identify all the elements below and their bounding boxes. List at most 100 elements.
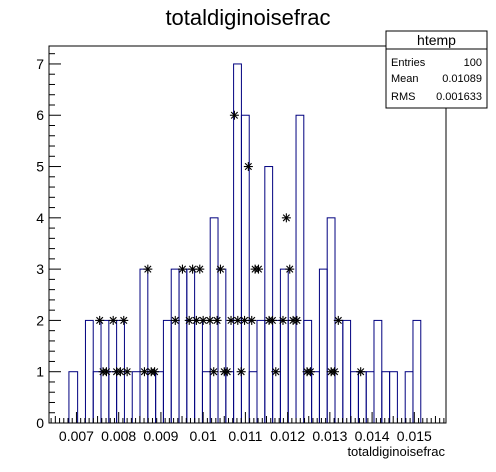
- star-marker: [177, 264, 187, 274]
- y-tick-label: 4: [36, 210, 44, 226]
- star-marker: [195, 264, 205, 274]
- histogram-bar: [92, 371, 102, 424]
- star-marker: [143, 264, 153, 274]
- y-tick-label: 6: [36, 107, 44, 123]
- star-marker: [150, 367, 160, 377]
- star-marker: [222, 367, 232, 377]
- plot-frame: [48, 45, 447, 424]
- y-tick-label: 7: [36, 56, 44, 72]
- x-axis: 0.007 0.008 0.009 0.01 0.011 0.012 0.013 0.014 0…: [50, 412, 445, 444]
- star-marker: [281, 213, 291, 223]
- star-marker: [356, 367, 366, 377]
- star-marker: [170, 315, 180, 325]
- histogram-bar: [381, 371, 391, 424]
- histogram-bar: [240, 114, 250, 424]
- stats-rms-value: 0.001633: [436, 91, 482, 103]
- histogram-bar: [147, 371, 157, 424]
- histogram-bar: [194, 319, 203, 424]
- x-tick-label: 0.007: [59, 428, 94, 444]
- histogram-bar: [178, 268, 188, 424]
- y-tick-label: 0: [36, 415, 44, 431]
- histogram-bar: [170, 268, 180, 424]
- x-tick-label: 0.008: [101, 428, 136, 444]
- histogram-bar: [139, 268, 149, 424]
- histogram-bar: [155, 371, 164, 424]
- star-marker: [292, 315, 302, 325]
- y-tick-label: 3: [36, 261, 44, 277]
- star-marker: [267, 315, 277, 325]
- histogram-bar: [84, 319, 94, 424]
- star-marker: [278, 315, 288, 325]
- x-axis-label: totaldiginoisefrac: [347, 444, 445, 459]
- star-marker: [205, 315, 215, 325]
- histogram-bar: [225, 371, 235, 424]
- histogram-bar: [248, 371, 258, 424]
- chart-title: totaldiginoisefrac: [165, 5, 330, 30]
- stats-entries-label: Entries: [391, 57, 426, 69]
- star-marker: [212, 315, 222, 325]
- star-marker: [115, 367, 125, 377]
- histogram-bar: [131, 371, 141, 424]
- x-tick-label: 0.015: [397, 428, 432, 444]
- x-tick-label: 0.01: [190, 428, 217, 444]
- x-tick-label: 0.011: [228, 428, 262, 444]
- y-tick-label: 2: [36, 312, 44, 328]
- star-marker: [271, 367, 281, 377]
- histogram-bar: [108, 371, 118, 424]
- star-marker: [226, 315, 236, 325]
- data-markers: [95, 110, 366, 377]
- star-marker: [188, 264, 198, 274]
- y-axis: 0 1 2 3 4 5 6 7: [36, 53, 61, 431]
- star-marker: [253, 264, 263, 274]
- star-marker: [119, 315, 129, 325]
- star-marker: [240, 315, 250, 325]
- stats-mean-value: 0.01089: [442, 73, 482, 85]
- stats-rms-label: RMS: [391, 91, 415, 103]
- histogram-bar: [217, 268, 227, 424]
- star-marker: [333, 315, 343, 325]
- star-marker: [285, 264, 295, 274]
- star-marker: [330, 367, 340, 377]
- star-marker: [247, 315, 257, 325]
- star-marker: [229, 110, 239, 120]
- stats-mean-label: Mean: [391, 73, 419, 85]
- histogram-bar: [404, 371, 414, 424]
- star-marker: [305, 367, 315, 377]
- x-tick-label: 0.012: [270, 428, 305, 444]
- star-marker: [236, 367, 246, 377]
- star-marker: [101, 367, 111, 377]
- histogram-bar: [365, 371, 375, 424]
- star-marker: [209, 367, 219, 377]
- histogram-bar: [295, 114, 305, 424]
- histogram-bar: [373, 319, 383, 424]
- histogram-bar: [342, 319, 352, 424]
- histogram-bar: [186, 268, 196, 424]
- x-tick-label: 0.014: [355, 428, 390, 444]
- stats-entries-value: 100: [464, 57, 482, 69]
- star-marker: [95, 315, 105, 325]
- histogram-bar: [389, 371, 398, 424]
- star-marker: [122, 367, 132, 377]
- histogram-bar: [279, 268, 289, 424]
- x-tick-label: 0.009: [143, 428, 178, 444]
- histogram-bar: [311, 371, 320, 424]
- histogram-bar: [412, 319, 422, 424]
- histogram-bar: [264, 166, 274, 424]
- y-tick-label: 5: [36, 159, 44, 175]
- stats-box-title: htemp: [417, 32, 456, 48]
- histogram-bar: [287, 319, 297, 424]
- stats-box-frame: [385, 30, 488, 109]
- histogram-bars: [68, 63, 422, 424]
- histogram-bar: [318, 268, 328, 424]
- star-marker: [108, 315, 118, 325]
- histogram-bar: [350, 371, 359, 424]
- histogram-bar: [357, 371, 367, 424]
- star-marker: [243, 162, 253, 172]
- y-tick-label: 1: [36, 364, 44, 380]
- histogram-bar: [256, 319, 266, 424]
- stats-box: htemp Entries 100 Mean 0.01089 RMS 0.001…: [385, 30, 488, 109]
- x-tick-label: 0.013: [312, 428, 347, 444]
- histogram-bar: [162, 319, 172, 424]
- star-marker: [233, 315, 243, 325]
